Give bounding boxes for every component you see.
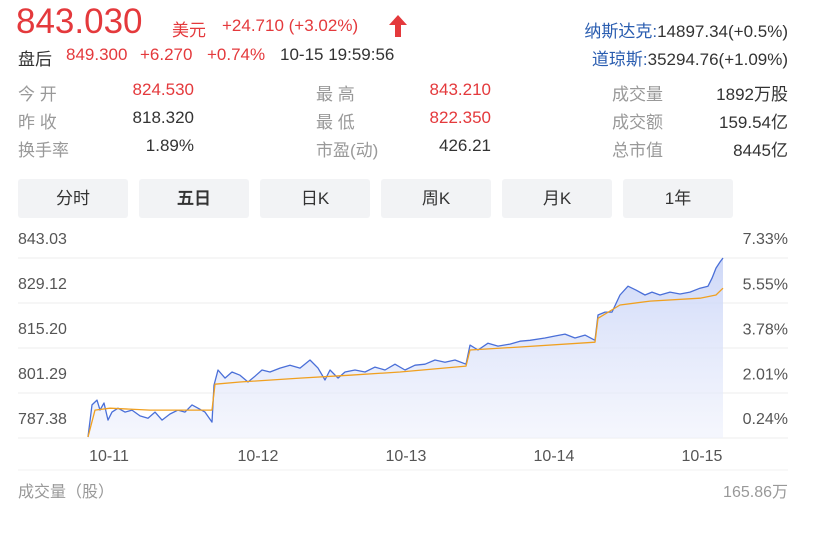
stat-value: 1892万股 xyxy=(716,85,788,104)
y-tick-label: 787.38 xyxy=(18,411,67,428)
stat-label: 市盈(动) xyxy=(316,141,379,160)
price: 843.030 xyxy=(16,2,143,41)
stat-value: 824.530 xyxy=(132,80,194,99)
price-change: +24.710 (+3.02%) xyxy=(222,16,359,35)
y-tick-label: 801.29 xyxy=(18,366,67,383)
index-row: 道琼斯:35294.76(+1.09%) xyxy=(592,45,788,70)
tab[interactable]: 分时 xyxy=(18,179,128,218)
price-area xyxy=(88,258,723,438)
x-tick-label: 10-13 xyxy=(386,448,427,465)
after-hours-time: 10-15 19:59:56 xyxy=(280,45,395,64)
volume-max: 165.86万 xyxy=(723,484,788,501)
x-tick-label: 10-12 xyxy=(238,448,279,465)
stat-label: 成交量 xyxy=(612,85,663,104)
stat-label: 总市值 xyxy=(612,141,663,160)
index-row: 纳斯达克:14897.34(+0.5%) xyxy=(584,17,788,42)
stat-label: 成交额 xyxy=(612,113,663,132)
x-tick-label: 10-14 xyxy=(534,448,575,465)
y2-tick-label: 2.01% xyxy=(743,366,788,383)
y-tick-label: 843.03 xyxy=(18,231,67,248)
volume-label: 成交量（股） xyxy=(18,483,114,501)
index-name[interactable]: 道琼斯: xyxy=(591,50,648,69)
stat-value: 159.54亿 xyxy=(719,113,788,132)
stat-value: 1.89% xyxy=(145,136,194,155)
up-arrow xyxy=(389,15,407,37)
index-value: 14897.34(+0.5%) xyxy=(657,22,788,41)
stat-value: 426.21 xyxy=(439,136,491,155)
y2-tick-label: 3.78% xyxy=(743,321,788,338)
stat-value: 818.320 xyxy=(132,108,194,127)
tab[interactable]: 月K xyxy=(502,179,612,218)
stat-value: 822.350 xyxy=(429,108,491,127)
tab[interactable]: 五日 xyxy=(139,179,249,218)
tab[interactable]: 周K xyxy=(381,179,491,218)
stat-label: 最 低 xyxy=(316,113,355,132)
y2-tick-label: 0.24% xyxy=(743,411,788,428)
stat-value: 843.210 xyxy=(429,80,491,99)
tab[interactable]: 1年 xyxy=(623,179,733,218)
x-tick-label: 10-15 xyxy=(682,448,723,465)
series-line xyxy=(87,257,724,438)
stat-value: 8445亿 xyxy=(733,141,788,160)
after-hours-change: +6.270 xyxy=(140,45,193,64)
stat-label: 昨 收 xyxy=(18,113,57,132)
y2-tick-label: 7.33% xyxy=(743,231,788,248)
currency: 美元 xyxy=(172,21,206,40)
stat-label: 换手率 xyxy=(18,141,69,160)
series-line xyxy=(87,287,724,438)
stat-label: 最 高 xyxy=(316,85,355,104)
index-value: 35294.76(+1.09%) xyxy=(647,50,788,69)
stat-label: 今 开 xyxy=(18,85,57,104)
after-hours-label: 盘后 xyxy=(18,50,52,69)
after-hours-percent: +0.74% xyxy=(207,45,266,64)
tab[interactable]: 日K xyxy=(260,179,370,218)
index-name[interactable]: 纳斯达克: xyxy=(584,22,658,41)
x-tick-label: 10-11 xyxy=(89,448,129,465)
after-hours-price: 849.300 xyxy=(66,45,128,64)
y2-tick-label: 5.55% xyxy=(743,276,788,293)
y-tick-label: 829.12 xyxy=(18,276,67,293)
y-tick-label: 815.20 xyxy=(18,321,67,338)
